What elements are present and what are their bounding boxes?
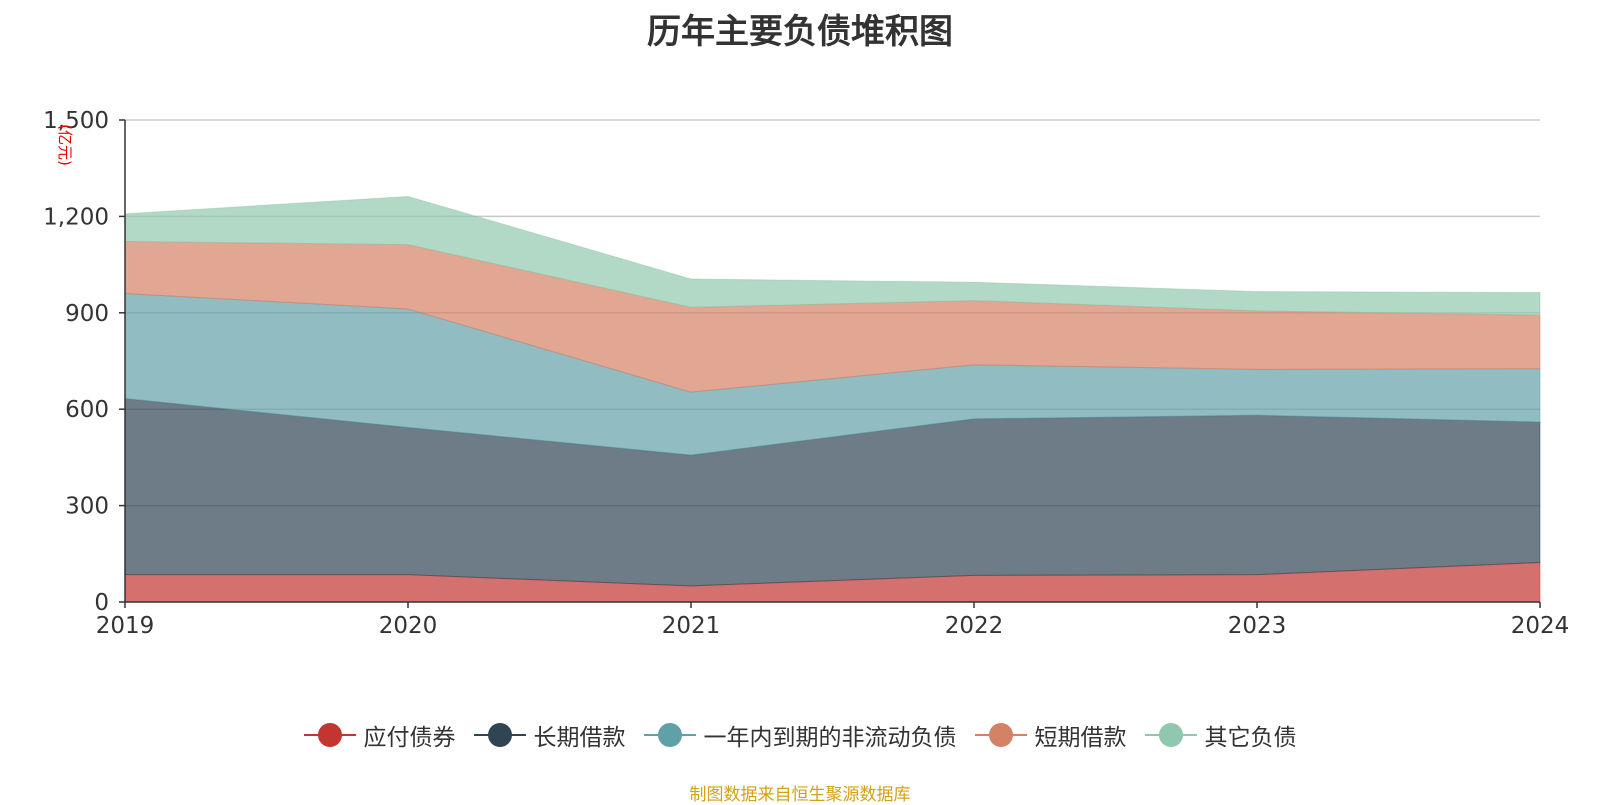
x-tick-label: 2024 bbox=[1511, 613, 1570, 639]
y-tick-label: 600 bbox=[65, 397, 109, 423]
legend-label: 一年内到期的非流动负债 bbox=[703, 725, 957, 751]
x-tick-label: 2021 bbox=[662, 613, 721, 639]
y-tick-label: 1,200 bbox=[43, 204, 109, 230]
legend: 应付债券 长期借款 一年内到期的非流动负债 短期借款 其它负债 bbox=[0, 718, 1600, 752]
legend-marker-icon bbox=[303, 723, 356, 747]
legend-marker-icon bbox=[473, 723, 526, 747]
source-note: 制图数据来自恒生聚源数据库 bbox=[689, 785, 911, 805]
legend-item-4[interactable]: 短期借款 bbox=[974, 718, 1127, 752]
legend-label: 短期借款 bbox=[1034, 725, 1127, 751]
legend-marker-icon bbox=[1144, 723, 1197, 747]
axis-layer: 0 300 600 900 1,200 1,500 2019 2020 2021 2022 2023… bbox=[43, 108, 1569, 639]
legend-label: 长期借款 bbox=[533, 725, 626, 751]
x-tick-label: 2019 bbox=[96, 613, 155, 639]
legend-item-1[interactable]: 应付债券 bbox=[303, 718, 456, 752]
y-axis-unit-label: (亿元) bbox=[56, 124, 74, 166]
legend-label: 其它负债 bbox=[1204, 725, 1297, 751]
legend-label: 应付债券 bbox=[363, 725, 456, 751]
area-layer bbox=[124, 195, 1541, 603]
x-tick-label: 2023 bbox=[1228, 613, 1287, 639]
legend-item-5[interactable]: 其它负债 bbox=[1144, 718, 1297, 752]
legend-marker-icon bbox=[974, 723, 1027, 747]
legend-item-3[interactable]: 一年内到期的非流动负债 bbox=[643, 718, 957, 752]
y-tick-label: 1,500 bbox=[43, 108, 109, 134]
legend-marker-icon bbox=[643, 723, 696, 747]
x-tick-label: 2022 bbox=[945, 613, 1004, 639]
y-tick-label: 0 bbox=[94, 590, 109, 616]
y-tick-label: 300 bbox=[65, 494, 109, 520]
area-series-5[interactable] bbox=[124, 195, 1541, 316]
y-tick-label: 900 bbox=[65, 301, 109, 327]
x-tick-label: 2020 bbox=[379, 613, 438, 639]
chart-title: 历年主要负债堆积图 bbox=[647, 12, 953, 52]
legend-item-2[interactable]: 长期借款 bbox=[473, 718, 626, 752]
